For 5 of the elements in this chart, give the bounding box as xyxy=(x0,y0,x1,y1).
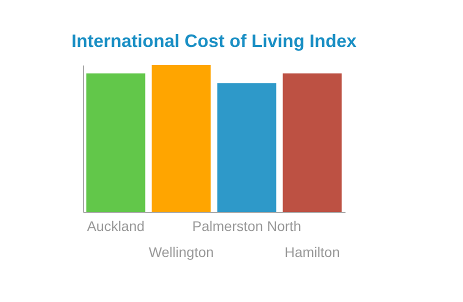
chart-title: International Cost of Living Index xyxy=(71,31,357,51)
x-tick-label: Auckland xyxy=(86,218,145,234)
x-tick-label: Wellington xyxy=(148,244,214,260)
x-tick-label: Palmerston North xyxy=(192,218,302,234)
x-tick-label: Hamilton xyxy=(284,244,340,260)
